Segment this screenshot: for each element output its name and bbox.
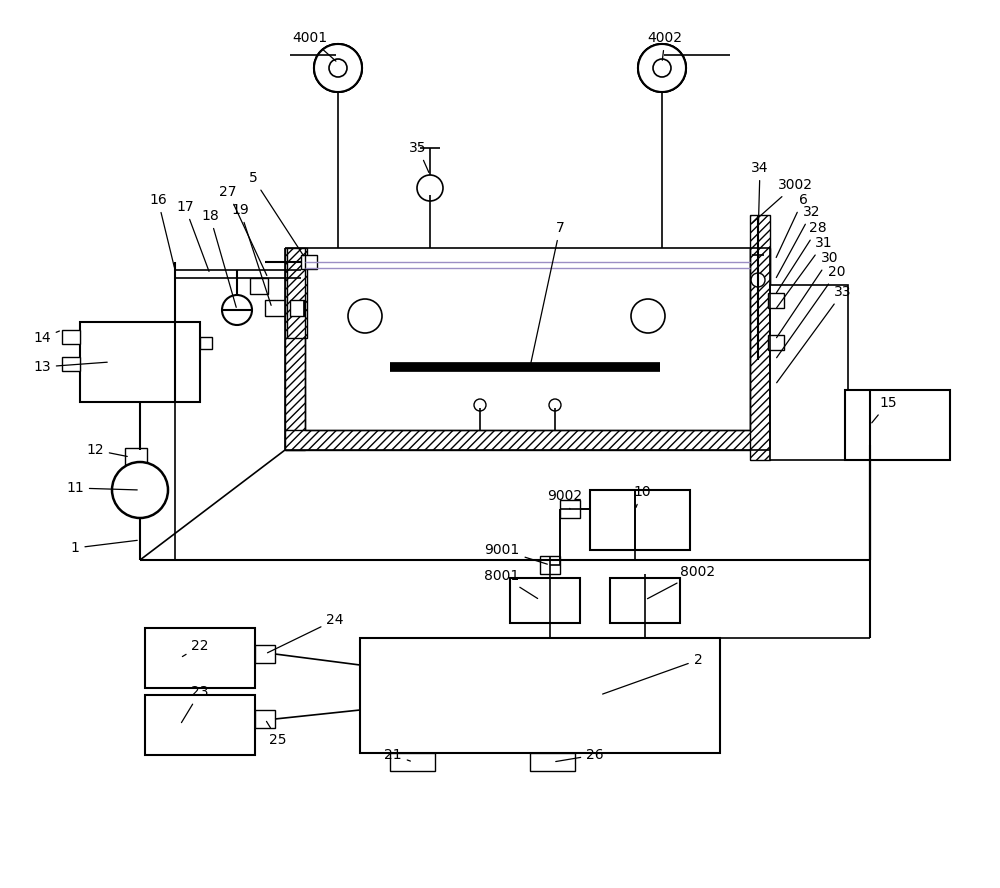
Bar <box>750 215 770 460</box>
Bar <box>265 300 285 316</box>
Text: 16: 16 <box>149 193 174 267</box>
Text: 22: 22 <box>182 639 209 656</box>
Bar <box>80 322 200 402</box>
Bar <box>530 753 575 771</box>
Bar <box>390 753 435 771</box>
Text: 11: 11 <box>66 481 137 495</box>
Text: 18: 18 <box>201 209 236 307</box>
Text: 2: 2 <box>603 653 702 694</box>
Text: 27: 27 <box>219 185 267 275</box>
Circle shape <box>329 59 347 77</box>
Bar <box>301 255 317 269</box>
Bar <box>285 430 770 450</box>
Bar <box>845 390 950 460</box>
Bar <box>510 578 580 623</box>
Circle shape <box>638 44 686 92</box>
Circle shape <box>348 299 382 333</box>
Bar <box>750 248 770 450</box>
Bar <box>287 248 307 338</box>
Text: 25: 25 <box>266 721 287 747</box>
Circle shape <box>549 399 561 411</box>
Bar <box>145 628 255 688</box>
Text: 26: 26 <box>556 748 604 762</box>
Bar <box>560 500 580 518</box>
Circle shape <box>638 44 686 92</box>
Text: 13: 13 <box>33 360 107 374</box>
Text: 35: 35 <box>409 141 429 172</box>
Text: 20: 20 <box>777 265 846 358</box>
Circle shape <box>653 59 671 77</box>
Text: 15: 15 <box>872 396 897 423</box>
Text: 7: 7 <box>531 221 564 364</box>
Text: 24: 24 <box>267 613 344 653</box>
Circle shape <box>474 399 486 411</box>
Text: 23: 23 <box>181 685 209 723</box>
Text: 17: 17 <box>176 200 209 272</box>
Text: 31: 31 <box>777 236 833 308</box>
Circle shape <box>751 273 765 287</box>
Text: 3002: 3002 <box>752 178 812 223</box>
Bar <box>255 645 275 663</box>
Circle shape <box>314 44 362 92</box>
Text: 21: 21 <box>384 748 410 762</box>
Circle shape <box>638 44 686 92</box>
Text: 5: 5 <box>249 171 303 256</box>
Bar <box>360 638 720 753</box>
Bar <box>62 330 80 344</box>
Bar <box>290 300 304 316</box>
Circle shape <box>329 59 347 77</box>
Bar <box>285 248 305 450</box>
Bar <box>770 285 848 460</box>
Text: 28: 28 <box>776 221 827 293</box>
Bar <box>768 335 784 350</box>
Text: 32: 32 <box>776 205 821 278</box>
Text: 1: 1 <box>71 540 137 555</box>
Text: 19: 19 <box>231 203 271 305</box>
Bar <box>540 556 560 574</box>
Text: 8002: 8002 <box>647 565 716 599</box>
Text: 9002: 9002 <box>547 489 583 509</box>
Text: 34: 34 <box>751 161 769 237</box>
Text: 33: 33 <box>777 285 852 383</box>
Circle shape <box>314 44 362 92</box>
Bar <box>145 695 255 755</box>
Text: 4002: 4002 <box>648 31 682 60</box>
Text: 14: 14 <box>33 331 59 345</box>
Bar <box>768 293 784 308</box>
Circle shape <box>631 299 665 333</box>
Text: 12: 12 <box>86 443 127 457</box>
Bar <box>250 278 268 294</box>
Bar <box>590 490 690 550</box>
Text: 10: 10 <box>633 485 651 507</box>
Circle shape <box>222 295 252 325</box>
Text: 6: 6 <box>776 193 807 258</box>
Bar <box>125 448 147 466</box>
Text: 8001: 8001 <box>484 569 538 599</box>
Circle shape <box>417 175 443 201</box>
Text: 4001: 4001 <box>292 31 336 61</box>
Bar <box>255 710 275 728</box>
Circle shape <box>653 59 671 77</box>
Circle shape <box>112 462 168 518</box>
Text: 9001: 9001 <box>484 543 547 564</box>
Circle shape <box>314 44 362 92</box>
Bar <box>200 337 212 349</box>
Bar <box>62 357 80 371</box>
Bar <box>610 578 680 623</box>
Text: 30: 30 <box>777 251 839 337</box>
